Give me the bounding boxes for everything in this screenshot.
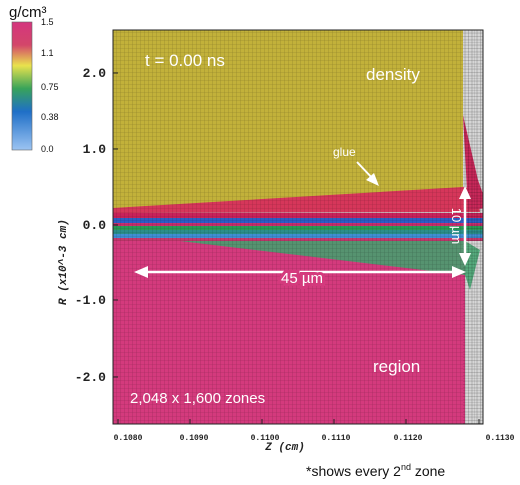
x-tick: 0.1130 [486, 434, 515, 443]
mesh-plot [113, 30, 483, 424]
colorbar-tick: 0.75 [41, 82, 59, 92]
x-axis-label: Z (cm) [264, 442, 305, 454]
y-axis [113, 72, 118, 378]
footnote: *shows every 2nd zone [306, 462, 445, 479]
width-arrow [134, 266, 466, 278]
y-tick: -1.0 [75, 293, 106, 308]
x-axis [117, 419, 480, 424]
colorbar-tick: 1.1 [41, 48, 54, 58]
x-tick-labels: 0.1080 0.1090 0.1100 0.1110 0.1120 0.113… [114, 434, 515, 443]
colorbar-tick: 1.5 [41, 17, 54, 27]
x-tick: 0.1090 [180, 434, 209, 443]
colorbar-tick: 0.0 [41, 144, 54, 154]
x-tick: 0.1080 [114, 434, 143, 443]
colorbar [11, 21, 33, 151]
x-tick: 0.1120 [394, 434, 423, 443]
y-tick: 2.0 [83, 66, 107, 81]
footnote-suffix: zone [411, 463, 445, 479]
x-tick: 0.1110 [322, 434, 351, 443]
y-tick: 0.0 [83, 218, 107, 233]
y-tick-labels: 2.0 1.0 0.0 -1.0 -2.0 [75, 66, 106, 385]
region-label: region [373, 357, 420, 376]
zones-label: 2,048 x 1,600 zones [130, 390, 265, 407]
colorbar-ticks: 1.5 1.1 0.75 0.38 0.0 [41, 17, 59, 154]
y-tick: 1.0 [83, 142, 107, 157]
colorbar-tick: 0.38 [41, 112, 59, 122]
time-label: t = 0.00 ns [145, 51, 225, 70]
x-tick: 0.1100 [251, 434, 280, 443]
height-label: 10 µm [449, 208, 464, 244]
height-arrow [459, 186, 471, 266]
footnote-sup: nd [401, 462, 411, 472]
mesh-grid [113, 30, 483, 424]
glue-arrow [356, 161, 379, 186]
mesh-grid-right [463, 30, 483, 424]
y-axis-label: R (x10^-3 cm) [58, 219, 70, 305]
width-label: 45 µm [281, 270, 323, 287]
density-label: density [366, 65, 420, 84]
plot-frame [112, 29, 484, 425]
glue-label: glue [333, 145, 356, 159]
footnote-prefix: *shows every 2 [306, 463, 401, 479]
y-tick: -2.0 [75, 370, 106, 385]
colorbar-unit: g/cm³ [9, 4, 47, 21]
